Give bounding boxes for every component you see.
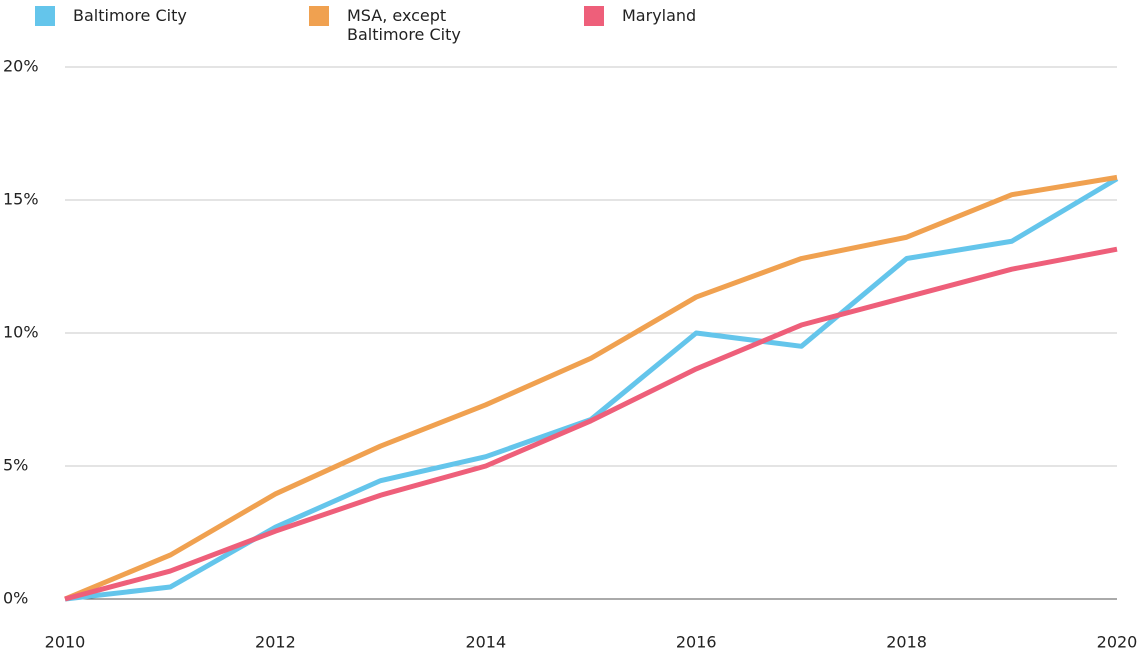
series-line xyxy=(64,176,1119,602)
legend-item: Maryland xyxy=(584,6,696,26)
legend-label: MSA, except Baltimore City xyxy=(347,6,461,44)
x-tick-label: 2018 xyxy=(886,633,927,652)
x-tick-label: 2014 xyxy=(465,633,506,652)
legend-swatch xyxy=(35,6,55,26)
legend-label: Maryland xyxy=(622,6,697,25)
y-tick-label: 20% xyxy=(3,57,39,76)
x-tick-label: 2016 xyxy=(676,633,717,652)
x-tick-label: 2020 xyxy=(1097,633,1138,652)
x-tick-label: 2012 xyxy=(255,633,296,652)
series-line xyxy=(64,246,1118,602)
y-tick-label: 0% xyxy=(3,589,28,608)
legend-swatch xyxy=(309,6,329,26)
legend-label: Baltimore City xyxy=(73,6,187,25)
y-tick-label: 15% xyxy=(3,190,39,209)
legend-swatch xyxy=(584,6,604,26)
x-tick-label: 2010 xyxy=(45,633,86,652)
series-line xyxy=(64,174,1118,602)
y-tick-label: 10% xyxy=(3,323,39,342)
y-tick-label: 5% xyxy=(3,456,28,475)
legend-item: MSA, except Baltimore City xyxy=(309,6,487,44)
legend-item: Baltimore City xyxy=(35,6,187,26)
